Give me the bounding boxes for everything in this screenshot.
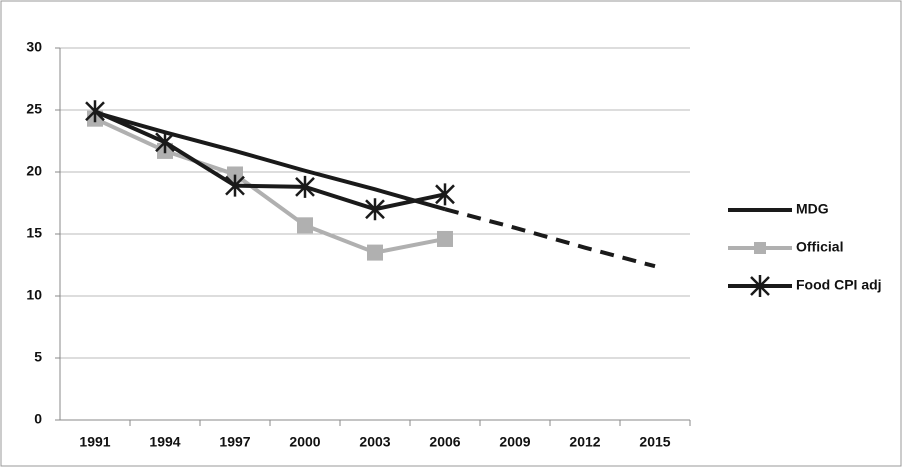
legend-label: MDG: [796, 201, 829, 217]
series-line: [94, 110, 446, 212]
x-tick-label: 2015: [639, 434, 670, 450]
marker: [85, 100, 105, 123]
y-tick-label: 25: [26, 101, 42, 117]
series-line: [94, 109, 446, 212]
x-tick-label: 1994: [149, 434, 180, 450]
marker: [295, 175, 315, 198]
marker: [225, 174, 245, 197]
legend-label: Official: [796, 239, 843, 255]
legend-marker: [750, 275, 770, 297]
series-line: [94, 116, 446, 255]
x-tick-label: 1991: [79, 434, 110, 450]
y-tick-label: 15: [26, 225, 42, 241]
y-tick-label: 0: [34, 411, 42, 427]
x-tick-label: 2009: [499, 434, 530, 450]
legend-marker: [754, 242, 766, 254]
marker: [227, 166, 243, 183]
x-tick-label: 2000: [289, 434, 320, 450]
y-tick-label: 5: [34, 349, 42, 365]
marker: [155, 131, 175, 154]
x-tick-label: 2012: [569, 434, 600, 450]
series-line: [444, 207, 656, 269]
marker: [297, 217, 313, 234]
x-tick-label: 2003: [359, 434, 390, 450]
marker: [435, 183, 455, 206]
marker: [365, 198, 385, 221]
marker: [367, 244, 383, 261]
x-tick-label: 1997: [219, 434, 250, 450]
marker: [437, 230, 453, 247]
x-tick-label: 2006: [429, 434, 460, 450]
y-tick-label: 20: [26, 163, 42, 179]
legend-label: Food CPI adj: [796, 277, 882, 293]
y-tick-label: 30: [26, 39, 42, 55]
y-tick-label: 10: [26, 287, 42, 303]
